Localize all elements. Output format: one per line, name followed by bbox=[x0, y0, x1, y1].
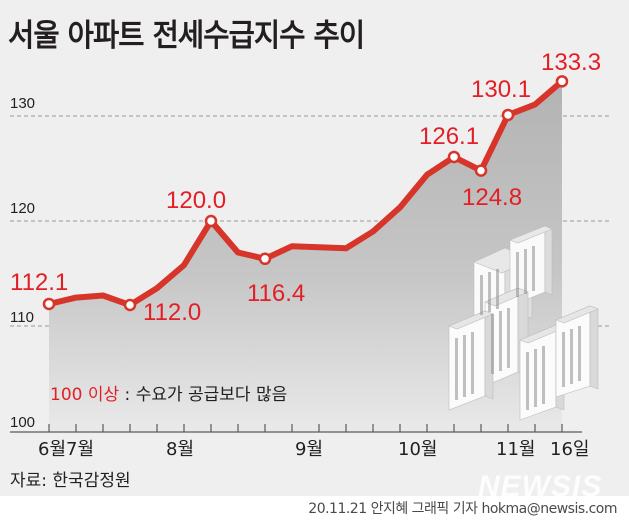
x-axis-ticks bbox=[48, 424, 563, 432]
chart-title: 서울 아파트 전세수급지수 추이 bbox=[8, 18, 365, 54]
y-tick-130: 130 bbox=[10, 95, 35, 112]
value-label-133-3: 133.3 bbox=[541, 49, 601, 76]
point-marker bbox=[123, 298, 137, 312]
value-label-116-4: 116.4 bbox=[247, 280, 305, 307]
value-label-112-0: 112.0 bbox=[143, 299, 201, 326]
value-label-130-1: 130.1 bbox=[471, 76, 531, 103]
y-axis: 130 120 110 100 bbox=[10, 95, 35, 431]
x-label-16th: 16일 bbox=[550, 439, 589, 460]
x-label-sep: 9월 bbox=[295, 439, 323, 460]
x-label-oct: 10월 bbox=[398, 439, 437, 460]
x-axis-labels: 6월 7월 8월 9월 10월 11월 16일 bbox=[38, 439, 589, 460]
chart-frame: 서울 아파트 전세수급지수 추이 bbox=[0, 0, 629, 496]
point-marker bbox=[258, 252, 272, 266]
note-separator: : bbox=[119, 385, 136, 405]
point-marker bbox=[501, 108, 515, 122]
point-marker bbox=[447, 150, 461, 164]
x-label-jun: 6월 bbox=[38, 439, 66, 460]
value-label-124-8: 124.8 bbox=[462, 184, 522, 211]
point-markers bbox=[42, 75, 569, 312]
point-marker bbox=[555, 75, 569, 88]
note-highlight: 100 이상 bbox=[50, 385, 119, 405]
note-text: 수요가 공급보다 많음 bbox=[136, 385, 288, 405]
y-tick-100: 100 bbox=[10, 414, 35, 431]
value-labels: 112.1 112.0 120.0 116.4 126.1 124.8 130.… bbox=[10, 49, 601, 326]
area-fill bbox=[49, 81, 562, 432]
value-label-126-1: 126.1 bbox=[419, 123, 479, 150]
annotation-note: 100 이상 : 수요가 공급보다 많음 bbox=[50, 385, 287, 405]
point-marker bbox=[474, 164, 488, 177]
x-label-nov: 11월 bbox=[496, 439, 535, 460]
value-label-112-1: 112.1 bbox=[10, 269, 68, 296]
y-tick-110: 110 bbox=[10, 309, 34, 326]
value-label-120-0: 120.0 bbox=[166, 187, 226, 214]
x-label-aug: 8월 bbox=[166, 439, 194, 460]
point-marker bbox=[42, 297, 56, 311]
source-label: 자료: 한국감정원 bbox=[10, 471, 131, 491]
x-label-jul: 7월 bbox=[66, 439, 94, 460]
y-tick-120: 120 bbox=[10, 200, 35, 217]
newsis-watermark: NEWSIS bbox=[478, 470, 603, 503]
graphic-credit: 20.11.21 안지혜 그래픽 기자 hokma@newsis.com bbox=[308, 501, 617, 517]
apartment-buildings-illustration bbox=[448, 225, 599, 421]
point-marker bbox=[204, 214, 218, 228]
line-chart: 130 120 110 100 6월 7월 8월 9월 10월 11월 16일 … bbox=[10, 49, 610, 460]
